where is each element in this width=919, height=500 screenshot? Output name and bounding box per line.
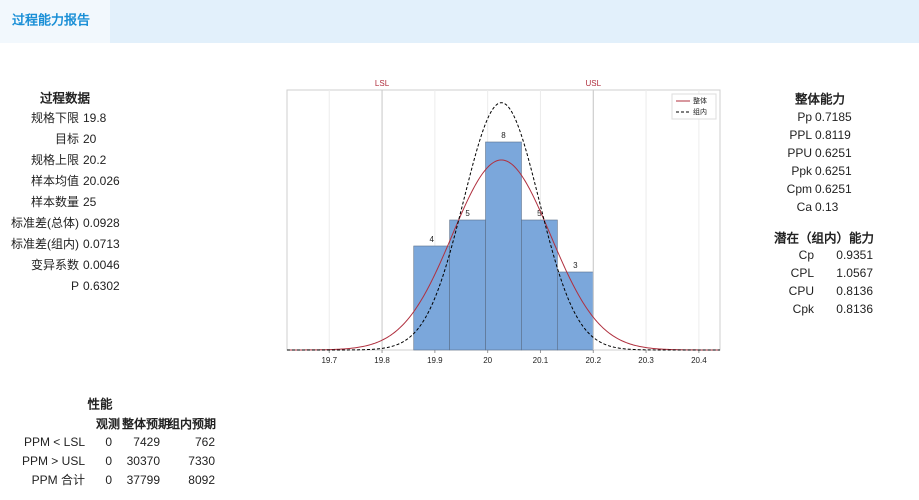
cap-label: Cpm bbox=[787, 182, 812, 196]
section-title: 潜在（组内）能力 bbox=[774, 230, 874, 245]
param-value: 20.2 bbox=[83, 153, 107, 167]
legend-label: 组内 bbox=[693, 107, 707, 116]
fit-curve bbox=[287, 102, 720, 351]
cap-label: PPU bbox=[787, 146, 812, 160]
cell: 37799 bbox=[127, 473, 161, 487]
cap-label: CPU bbox=[789, 284, 814, 298]
cap-value: 0.8136 bbox=[836, 284, 873, 298]
cell: 7429 bbox=[133, 435, 160, 449]
param-value: 19.8 bbox=[83, 111, 107, 125]
row-label: PPM > USL bbox=[22, 454, 85, 468]
param-label: 样本均值 bbox=[31, 173, 79, 188]
param-value: 20 bbox=[83, 132, 97, 146]
section-title: 整体能力 bbox=[795, 91, 845, 106]
spec-label: LSL bbox=[375, 79, 390, 88]
param-value: 20.026 bbox=[83, 174, 120, 188]
bar-label: 8 bbox=[501, 131, 506, 140]
x-tick-label: 19.9 bbox=[427, 356, 443, 365]
section-title: 过程数据 bbox=[40, 90, 91, 105]
column-header: 观测 bbox=[96, 416, 120, 431]
cell: 8092 bbox=[188, 473, 215, 487]
param-value: 0.0713 bbox=[83, 237, 120, 251]
bar bbox=[413, 245, 450, 351]
cell: 762 bbox=[195, 435, 215, 449]
spec-label: USL bbox=[585, 79, 601, 88]
section-title: 性能 bbox=[86, 396, 113, 411]
tab-bar bbox=[0, 0, 919, 43]
x-tick-label: 19.7 bbox=[321, 356, 337, 365]
bar-label: 4 bbox=[429, 235, 434, 244]
cap-value: 0.9351 bbox=[836, 248, 873, 262]
fit-curve bbox=[286, 159, 720, 351]
cap-value: 0.8136 bbox=[836, 302, 873, 316]
row-label: PPM 合计 bbox=[32, 472, 85, 487]
cap-label: Pp bbox=[797, 110, 812, 124]
bar-label: 5 bbox=[465, 209, 470, 218]
cell: 7330 bbox=[188, 454, 215, 468]
tab[interactable] bbox=[0, 0, 110, 43]
legend-label: 整体 bbox=[693, 96, 707, 105]
x-tick-label: 20.1 bbox=[533, 356, 549, 365]
bar bbox=[449, 219, 486, 351]
param-value: 0.6302 bbox=[83, 279, 120, 293]
cap-value: 0.7185 bbox=[815, 110, 852, 124]
row-label: PPM < LSL bbox=[24, 435, 85, 449]
param-label: 规格上限 bbox=[31, 152, 79, 167]
cap-value: 0.6251 bbox=[815, 164, 852, 178]
param-label: 样本数量 bbox=[31, 194, 79, 209]
cap-label: Cp bbox=[799, 248, 815, 262]
legend-box bbox=[671, 93, 717, 120]
bar bbox=[485, 141, 522, 351]
param-label: P bbox=[71, 279, 79, 293]
x-tick-label: 20 bbox=[483, 356, 492, 365]
column-header: 整体预期 bbox=[121, 416, 170, 431]
x-tick-label: 19.8 bbox=[374, 356, 390, 365]
x-tick-label: 20.3 bbox=[638, 356, 654, 365]
cap-value: 0.6251 bbox=[815, 146, 852, 160]
cell: 0 bbox=[105, 473, 112, 487]
cap-value: 0.8119 bbox=[815, 128, 851, 142]
cap-value: 0.13 bbox=[815, 200, 839, 214]
cell: 0 bbox=[105, 454, 112, 468]
cap-label: CPL bbox=[791, 266, 815, 280]
cap-label: Ppk bbox=[791, 164, 813, 178]
cap-value: 0.6251 bbox=[815, 182, 852, 196]
bar-label: 5 bbox=[537, 209, 542, 218]
tab-title[interactable]: 过程能力报告 bbox=[12, 12, 90, 27]
bar bbox=[521, 219, 558, 351]
param-label: 变异系数 bbox=[31, 257, 79, 272]
x-tick-label: 20.2 bbox=[585, 356, 601, 365]
cell: 0 bbox=[105, 435, 112, 449]
param-label: 目标 bbox=[55, 132, 79, 146]
param-label: 标准差(组内) bbox=[11, 237, 79, 251]
bar-label: 3 bbox=[573, 261, 578, 270]
cell: 30370 bbox=[127, 454, 161, 468]
param-value: 0.0046 bbox=[83, 258, 120, 272]
param-label: 标准差(总体) bbox=[11, 216, 79, 230]
column-header: 组内预期 bbox=[168, 416, 216, 431]
param-value: 25 bbox=[83, 195, 97, 209]
cap-label: PPL bbox=[789, 128, 812, 142]
param-label: 规格下限 bbox=[31, 110, 79, 125]
cap-value: 1.0567 bbox=[836, 266, 873, 280]
x-tick-label: 20.4 bbox=[691, 356, 707, 365]
param-value: 0.0928 bbox=[83, 216, 120, 230]
cap-label: Ca bbox=[797, 200, 813, 214]
cap-label: Cpk bbox=[793, 302, 815, 316]
